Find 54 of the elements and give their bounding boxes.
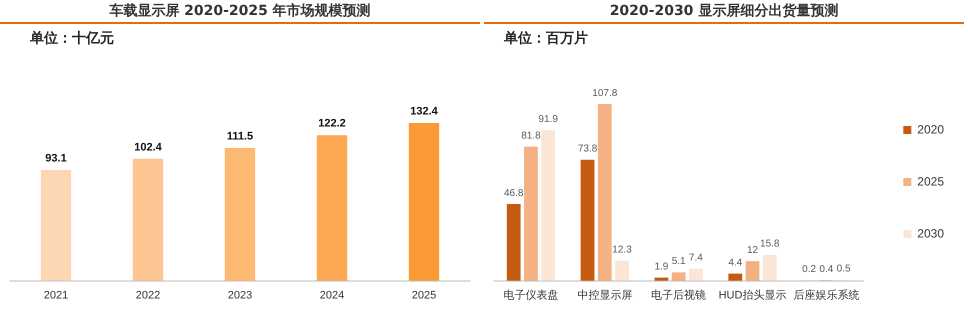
bar xyxy=(132,158,164,281)
text: 单位：百万片 xyxy=(503,30,588,47)
x-tick-label: 2023 xyxy=(228,289,252,302)
data-label: 46.8 xyxy=(504,188,524,199)
legend-label: 2020 xyxy=(917,122,944,136)
data-label: 111.5 xyxy=(226,130,254,142)
bar xyxy=(598,104,612,281)
x-tick-label: 电子仪表盘 xyxy=(503,288,558,302)
chart-title: 车载显示屏 2020-2025 年市场规模预测 xyxy=(0,0,480,24)
x-tick-label: 2022 xyxy=(136,289,160,302)
data-label: 12 xyxy=(746,244,759,256)
data-label: 0.2 xyxy=(802,264,817,276)
bar xyxy=(615,260,629,281)
bar xyxy=(688,268,703,281)
data-label: 73.8 xyxy=(578,144,598,155)
data-label: 91.9 xyxy=(538,114,558,125)
data-label: 0.5 xyxy=(836,264,851,275)
data-label: 4.4 xyxy=(728,257,743,268)
x-tick-label: 2025 xyxy=(412,289,436,302)
data-label: 1.9 xyxy=(654,261,669,272)
bar xyxy=(728,274,742,281)
data-label: 0.4 xyxy=(819,264,834,275)
x-tick-label: 2024 xyxy=(320,289,344,302)
data-label: 7.4 xyxy=(688,252,704,264)
bar xyxy=(316,135,348,281)
bar xyxy=(654,278,668,281)
x-tick-label: 后座娱乐系统 xyxy=(793,288,860,302)
data-label: 107.8 xyxy=(592,88,618,99)
x-tick-label: 中控显示屏 xyxy=(577,288,632,302)
bar xyxy=(580,160,594,281)
data-label: 12.3 xyxy=(612,244,632,256)
legend-label: 2030 xyxy=(917,226,944,240)
chart-title: 2020-2030 显示屏细分出货量预测 xyxy=(484,0,964,24)
data-label: 132.4 xyxy=(410,106,439,118)
data-label: 102.4 xyxy=(134,141,163,154)
legend-label: 2025 xyxy=(917,174,944,188)
data-label: 81.8 xyxy=(521,130,542,142)
bar xyxy=(762,254,777,281)
x-tick-label: HUD抬头显示 xyxy=(718,288,786,302)
data-label: 5.1 xyxy=(672,256,686,268)
bar xyxy=(40,170,72,281)
data-label: 15.8 xyxy=(760,238,780,250)
bar xyxy=(541,130,556,281)
x-tick-label: 2021 xyxy=(44,289,68,302)
bar xyxy=(746,261,760,281)
x-tick-label: 电子后视镜 xyxy=(651,288,706,302)
bar xyxy=(524,146,538,281)
text: 单位：十亿元 xyxy=(29,30,114,47)
bar xyxy=(408,123,440,281)
data-label: 93.1 xyxy=(45,152,67,164)
bar xyxy=(506,204,521,281)
data-label: 122.2 xyxy=(318,118,346,130)
bar xyxy=(224,148,256,281)
bar xyxy=(672,272,686,281)
